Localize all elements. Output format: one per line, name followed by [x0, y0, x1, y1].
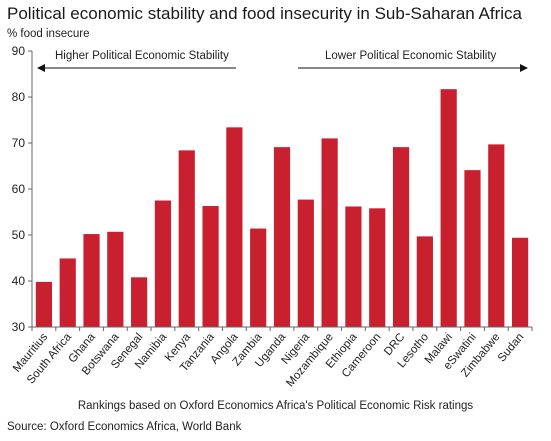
y-tick-label: 90 — [12, 44, 26, 58]
bar-mozambique — [321, 138, 338, 327]
bar-malawi — [440, 89, 457, 328]
bar-zambia — [250, 228, 267, 327]
bar-uganda — [273, 147, 291, 327]
y-tick-label: 80 — [12, 90, 26, 104]
y-tick-label: 40 — [12, 274, 26, 288]
bar-tanzania — [202, 206, 219, 327]
bar-mauritius — [35, 281, 52, 327]
y-axis-label: % food insecure — [7, 28, 90, 40]
bar-senegal — [131, 277, 148, 327]
bar-ethiopia — [345, 206, 362, 327]
bar-ghana — [83, 234, 100, 327]
y-tick-label: 70 — [12, 136, 26, 150]
bar-namibia — [154, 200, 172, 327]
bars-group — [35, 89, 529, 328]
bar-angola — [226, 127, 243, 327]
bar-south-africa — [59, 258, 76, 327]
bar-kenya — [178, 150, 195, 327]
y-tick-label: 50 — [12, 228, 26, 242]
x-axis-note: Rankings based on Oxford Economics Afric… — [77, 400, 474, 412]
bar-cameroon — [369, 208, 386, 327]
y-tick-label: 30 — [12, 320, 26, 334]
y-tick-label: 60 — [12, 182, 26, 196]
right-arrow-label: Lower Political Economic Stability — [325, 50, 497, 62]
chart-title: Political economic stability and food in… — [7, 4, 522, 23]
bar-zimbabwe — [488, 144, 505, 327]
x-tick-label: Sudan — [496, 331, 527, 364]
bar-sudan — [512, 237, 529, 327]
bar-nigeria — [297, 199, 314, 327]
bar-botswana — [107, 231, 124, 327]
bar-lesotho — [416, 236, 433, 327]
left-arrow-label: Higher Political Economic Stability — [55, 50, 229, 62]
y-axis: 30 40 50 60 70 80 90 — [12, 44, 33, 334]
bar-eswatini — [464, 170, 481, 327]
bar-drc — [392, 147, 410, 327]
source-note: Source: Oxford Economics Africa, World B… — [7, 421, 242, 433]
